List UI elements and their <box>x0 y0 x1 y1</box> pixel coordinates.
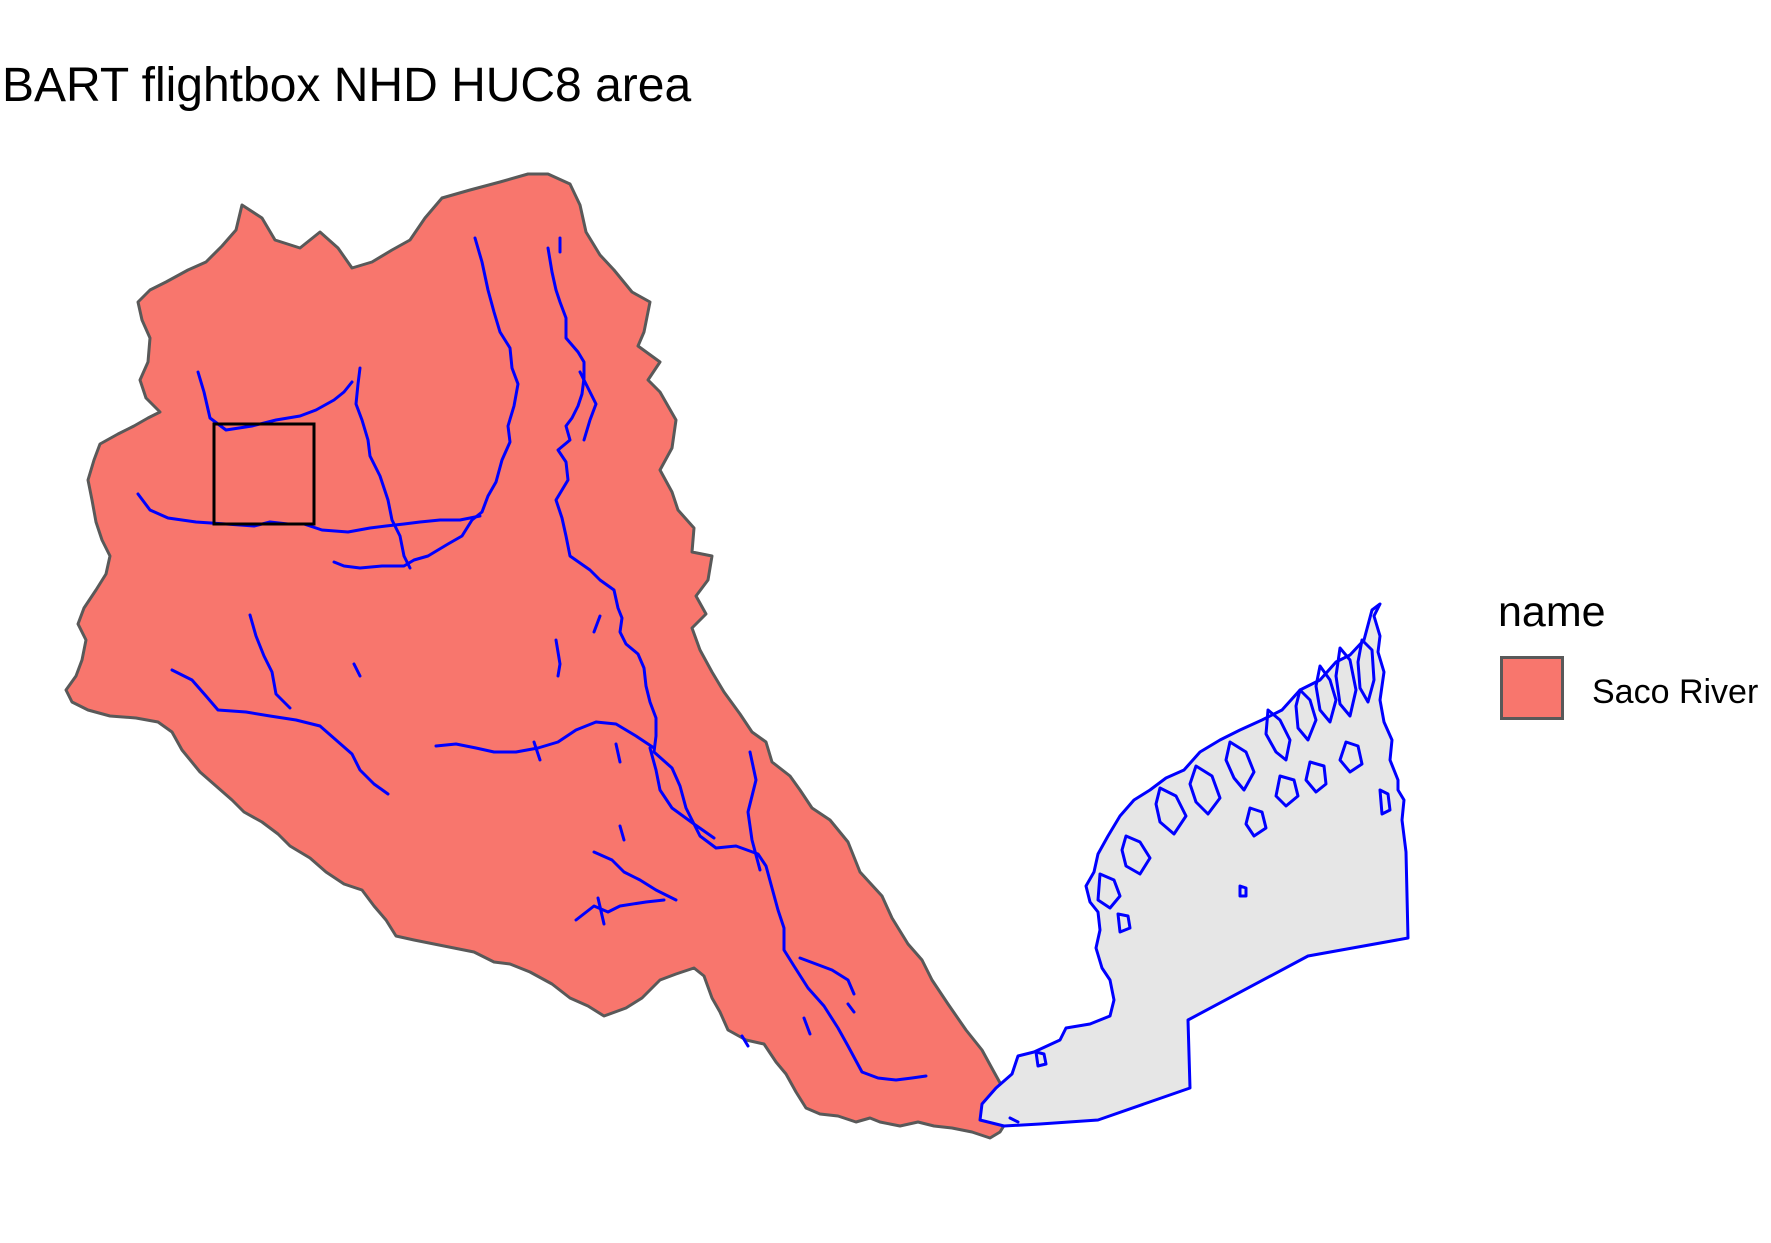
tributary-west-b <box>136 492 482 534</box>
tributary-west-a <box>196 370 354 432</box>
tributary-north-branch <box>354 366 412 570</box>
flowlines-clusters <box>352 236 1020 1124</box>
tributary-east-c <box>578 370 598 442</box>
tributary-mid-a <box>248 613 292 710</box>
tributary-south-a <box>746 750 762 872</box>
tributary-ossipee-a <box>592 850 678 902</box>
legend-swatch-saco-river <box>1500 656 1564 720</box>
tributary-mid-b <box>434 720 656 754</box>
legend-label-saco-river: Saco River <box>1592 673 1759 711</box>
bart-flightbox <box>212 422 316 526</box>
tributary-ossipee-b <box>574 898 666 922</box>
tributary-lower <box>798 956 856 996</box>
main-stem-saco-river <box>546 246 928 1082</box>
coastal-ocean-area <box>978 602 1410 1128</box>
legend-title: name <box>1498 588 1606 636</box>
saco-river-watershed <box>64 172 1012 1140</box>
tributary-swift-river <box>170 668 390 796</box>
coastal-islands <box>1034 638 1392 1068</box>
tributary-east-branch <box>332 236 520 570</box>
nhd-flowlines <box>136 236 1020 1124</box>
tributary-south-b <box>648 746 716 840</box>
map-title: BART flightbox NHD HUC8 area <box>2 59 692 112</box>
